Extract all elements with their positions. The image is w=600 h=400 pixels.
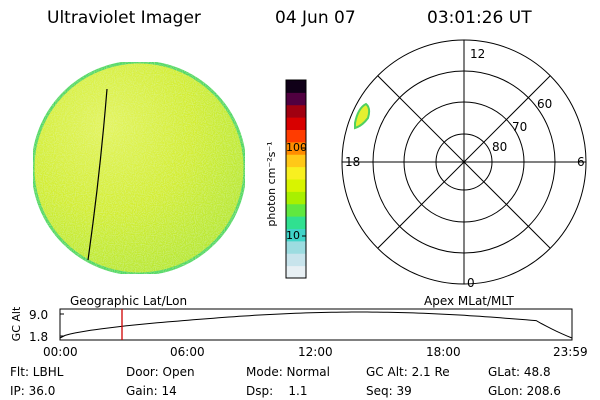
footer-glat: GLat: 48.8	[488, 365, 551, 379]
footer-filter: Flt: LBHL	[10, 365, 64, 379]
colorbar-segment	[286, 80, 306, 93]
footer-glon: GLon: 208.6	[488, 384, 561, 398]
colorbar-segment	[286, 117, 306, 130]
polar-label-0: 0	[467, 276, 475, 290]
colorbar-segment	[286, 253, 306, 267]
colorbar-tick-100: 100	[286, 141, 307, 154]
colorbar-segment	[286, 203, 306, 217]
polar-grid	[341, 39, 587, 285]
colorbar-segment	[286, 166, 306, 180]
polar-label-60: 60	[537, 97, 553, 111]
colorbar-segment	[286, 179, 306, 192]
polar-emission-patch	[354, 102, 371, 130]
timeline-left-title: Geographic Lat/Lon	[70, 294, 188, 308]
colorbar-segment	[286, 129, 306, 143]
colorbar-tick-10: 10	[286, 229, 300, 242]
colorbar-segment	[286, 92, 306, 106]
colorbar-segment	[286, 265, 306, 279]
colorbar-segment	[286, 141, 306, 155]
date-label: 04 Jun 07	[275, 8, 356, 28]
time-label: 03:01:26 UT	[427, 8, 532, 28]
imager-disk	[31, 60, 247, 276]
timeline-x-tick-0600: 06:00	[170, 345, 205, 359]
timeline-ylabel: GC Alt	[10, 306, 23, 342]
footer-mode: Mode: Normal	[246, 365, 330, 379]
color-scale-bar	[285, 79, 307, 279]
colorbar-unit-label: photon cm⁻²s⁻¹	[265, 141, 278, 227]
polar-label-80: 80	[492, 140, 508, 154]
altitude-curve	[59, 311, 573, 339]
colorbar-segment	[286, 191, 306, 205]
polar-label-18: 18	[345, 155, 361, 169]
timeline-x-tick-1800: 18:00	[426, 345, 461, 359]
polar-label-12: 12	[470, 47, 486, 61]
timeline-x-tick-1200: 12:00	[298, 345, 333, 359]
colorbar-segment	[286, 154, 306, 168]
footer-ip: IP: 36.0	[10, 384, 56, 398]
polar-label-70: 70	[512, 120, 528, 134]
colorbar-segment	[286, 104, 306, 118]
colorbar-segment	[286, 216, 306, 229]
footer-seq: Seq: 39	[366, 384, 412, 398]
polar-label-6: 6	[577, 155, 585, 169]
colorbar-segment	[286, 228, 306, 242]
timeline-x-tick-2359: 23:59	[553, 345, 588, 359]
colorbar-segment	[286, 240, 306, 254]
footer-gc-alt: GC Alt: 2.1 Re	[366, 365, 450, 379]
footprint-track-line	[87, 88, 108, 261]
footer-dsp: Dsp: 1.1	[246, 384, 308, 398]
timeline-right-title: Apex MLat/MLT	[424, 294, 514, 308]
footer-gain: Gain: 14	[126, 384, 177, 398]
timeline-tick-bottom: 1.8	[29, 330, 49, 344]
instrument-title: Ultraviolet Imager	[47, 8, 201, 28]
timeline-x-tick-0000: 00:00	[43, 345, 78, 359]
timeline-tick-top: 9.0	[29, 308, 49, 322]
footer-door: Door: Open	[126, 365, 195, 379]
colorbar-frame	[285, 79, 307, 279]
